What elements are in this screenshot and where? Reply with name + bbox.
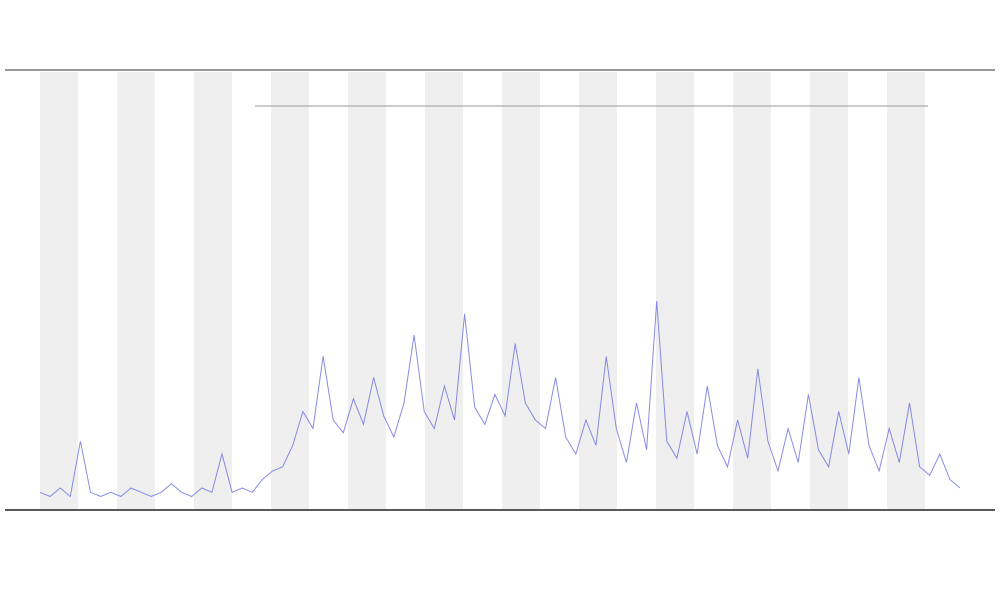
band xyxy=(348,72,386,509)
band xyxy=(810,72,848,509)
band xyxy=(887,72,925,509)
band xyxy=(40,72,78,509)
band xyxy=(656,72,694,509)
band xyxy=(579,72,617,509)
band xyxy=(194,72,232,509)
band xyxy=(425,72,463,509)
series-line xyxy=(39,300,961,498)
band xyxy=(502,72,540,509)
band xyxy=(117,72,155,509)
band xyxy=(733,72,771,509)
band xyxy=(271,72,309,509)
bands xyxy=(40,72,925,509)
